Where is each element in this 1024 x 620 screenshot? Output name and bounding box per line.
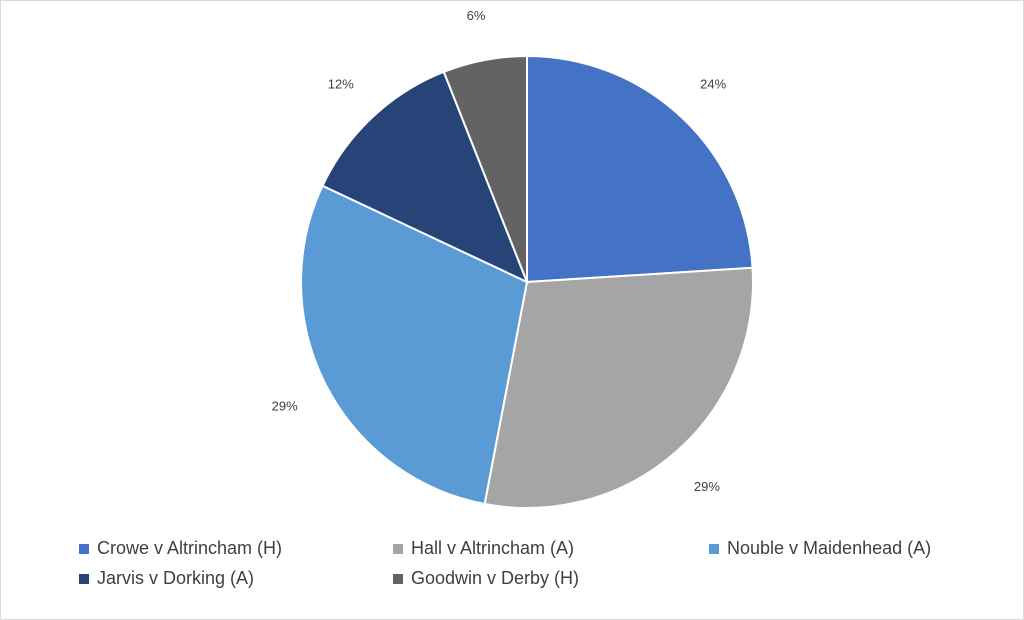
data-label-hall: 29% [694,479,720,494]
data-label-goodwin: 6% [467,8,486,23]
pie-slice-jarvis [321,70,529,284]
pie-slice-goodwin [442,54,528,283]
pie-slice-hall [483,266,754,509]
data-label-nouble: 29% [272,398,298,413]
data-label-crowe: 24% [700,77,726,92]
pie-slice-nouble [300,184,529,506]
data-label-jarvis: 12% [328,77,354,92]
pie-slice-crowe [526,54,754,284]
